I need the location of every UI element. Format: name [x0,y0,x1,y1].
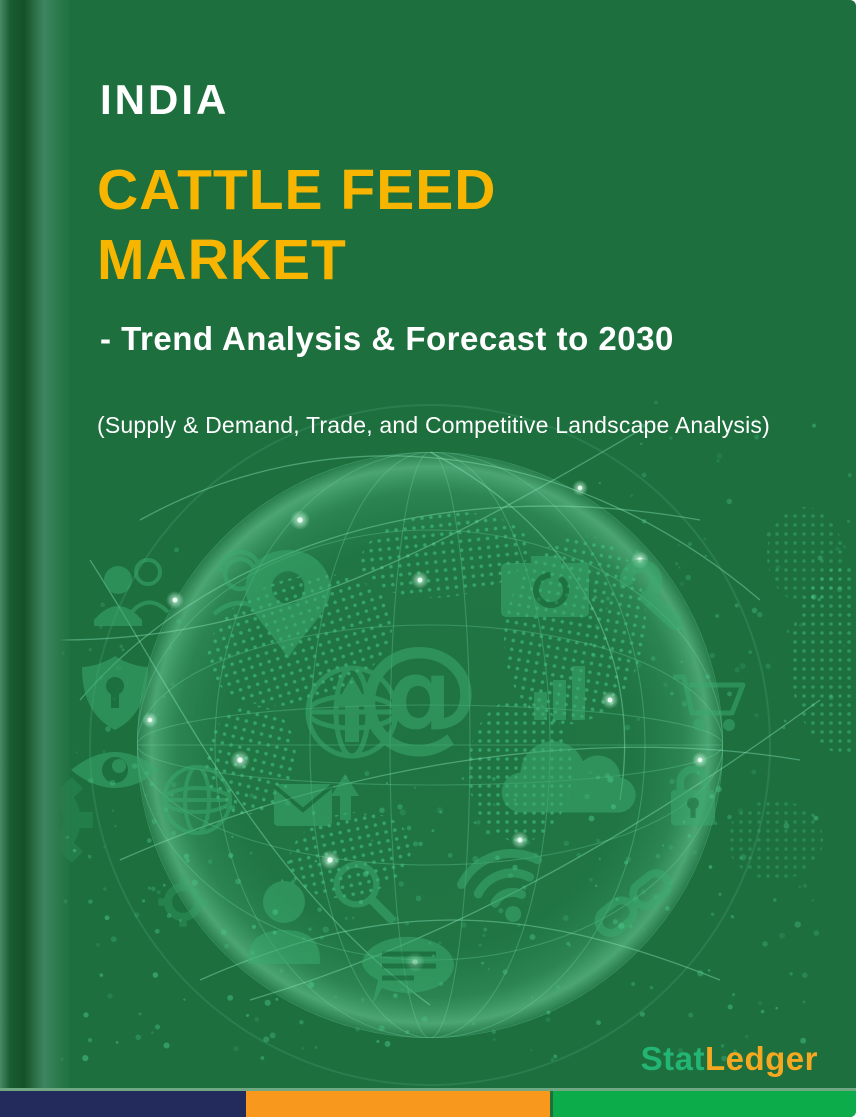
publisher-logo: StatLedger [641,1040,818,1078]
gear-small-icon [158,877,208,927]
report-title: CATTLE FEED MARKET [97,156,496,295]
bar-chart-icon [534,666,585,720]
globe-arrow-icon [305,665,399,759]
publisher-logo-part2: Ledger [704,1040,818,1077]
report-tagline: (Supply & Demand, Trade, and Competitive… [97,412,770,438]
stripe-green-segment [553,1091,856,1117]
shopping-cart-icon [673,674,746,731]
shield-keyhole-icon [82,656,148,730]
outer-orbit-ring [89,404,771,1086]
stripe-orange-segment [246,1091,553,1117]
wifi-icon [457,849,543,923]
location-pin-icon [245,550,331,659]
dotted-fields [727,507,856,880]
magnifier-icon [333,861,396,924]
region-title: INDIA [100,76,230,123]
gear-icon [0,767,93,873]
report-title-line2: MARKET [97,227,347,292]
cloud-icon [501,741,636,813]
stripe-navy-segment [0,1091,246,1117]
camera-icon [501,556,589,617]
mail-upload-icon [272,774,359,826]
report-subtitle: - Trend Analysis & Forecast to 2030 [100,320,674,357]
lock-icon [670,765,716,826]
scatter-dots [26,400,852,1062]
chat-bubble-icon [362,936,454,1006]
report-title-line1: CATTLE FEED [97,158,497,222]
at-symbol-icon: @ [356,620,481,765]
users-icon [94,558,170,626]
footer-stripe [0,1091,856,1117]
publisher-logo-part1: Stat [640,1040,705,1077]
stripe-highlight-line [0,1088,856,1091]
eye-icon [71,752,159,788]
wireframe-globe-icon [162,765,232,835]
